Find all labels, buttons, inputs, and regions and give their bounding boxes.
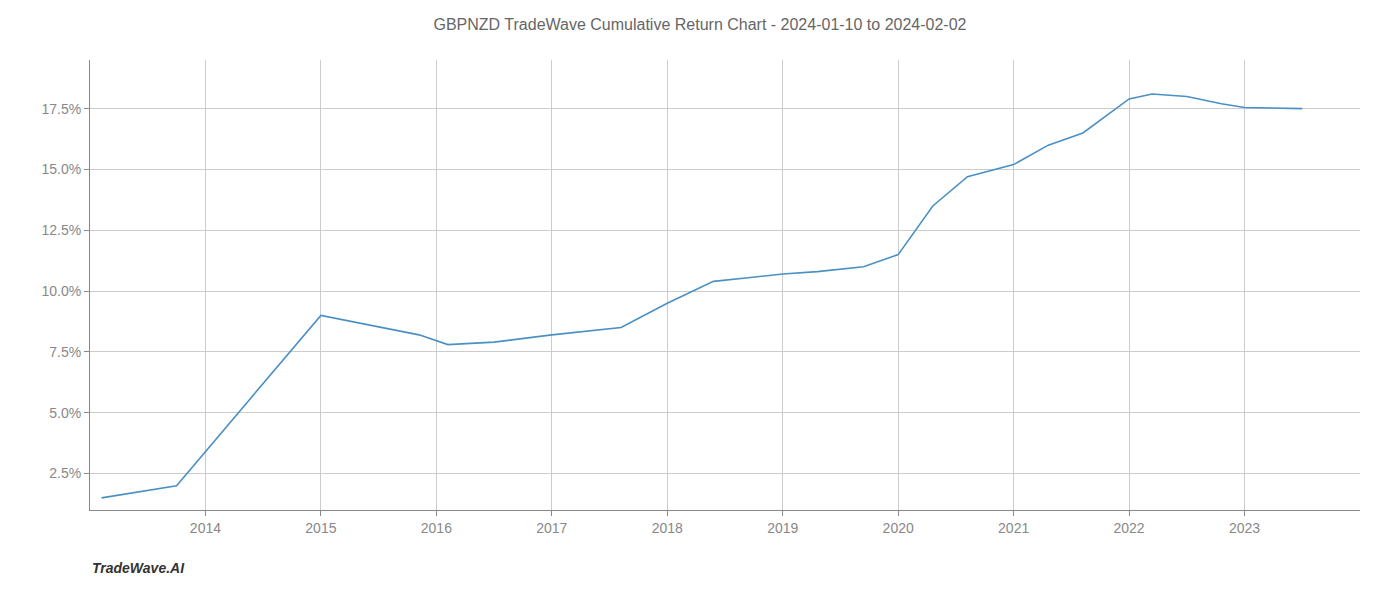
svg-text:2.5%: 2.5% [49,465,81,481]
svg-text:2018: 2018 [652,520,683,536]
svg-text:2014: 2014 [190,520,221,536]
svg-text:2016: 2016 [421,520,452,536]
svg-text:2023: 2023 [1229,520,1260,536]
svg-text:12.5%: 12.5% [41,222,81,238]
svg-text:2019: 2019 [767,520,798,536]
svg-text:2021: 2021 [998,520,1029,536]
svg-text:2022: 2022 [1114,520,1145,536]
svg-text:15.0%: 15.0% [41,161,81,177]
svg-text:GBPNZD TradeWave Cumulative Re: GBPNZD TradeWave Cumulative Return Chart… [434,16,967,33]
svg-text:2020: 2020 [883,520,914,536]
svg-text:17.5%: 17.5% [41,101,81,117]
svg-text:2017: 2017 [536,520,567,536]
svg-text:2015: 2015 [305,520,336,536]
svg-text:5.0%: 5.0% [49,405,81,421]
svg-text:10.0%: 10.0% [41,283,81,299]
svg-text:TradeWave.AI: TradeWave.AI [92,560,185,576]
svg-text:7.5%: 7.5% [49,344,81,360]
